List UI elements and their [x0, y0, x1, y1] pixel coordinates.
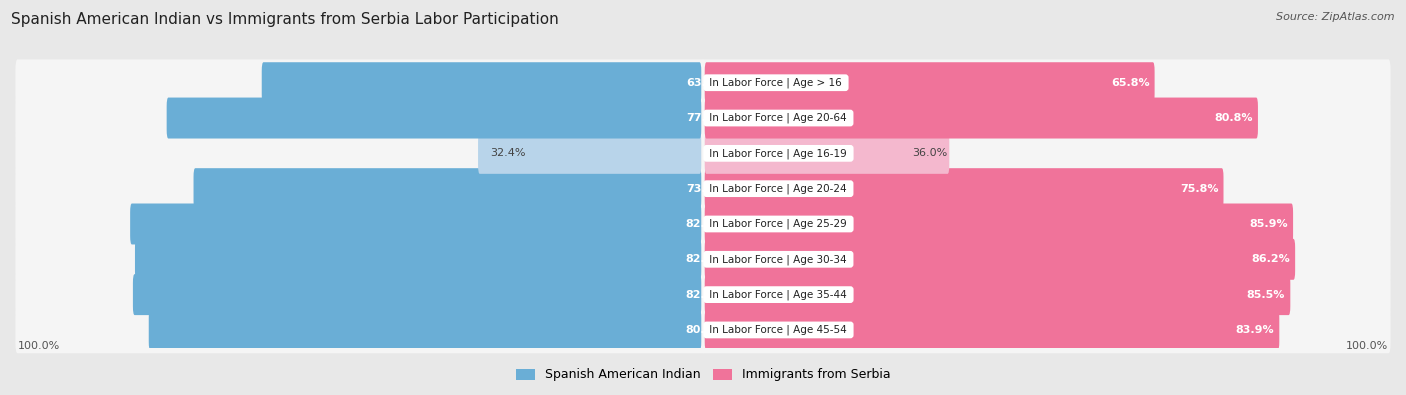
- Text: 85.5%: 85.5%: [1247, 290, 1285, 300]
- FancyBboxPatch shape: [704, 133, 949, 174]
- Text: 100.0%: 100.0%: [1347, 341, 1389, 351]
- Text: In Labor Force | Age 30-34: In Labor Force | Age 30-34: [706, 254, 851, 265]
- Text: In Labor Force | Age 25-29: In Labor Force | Age 25-29: [706, 219, 851, 229]
- FancyBboxPatch shape: [704, 239, 1295, 280]
- Text: 82.5%: 82.5%: [686, 290, 724, 300]
- FancyBboxPatch shape: [15, 130, 704, 177]
- FancyBboxPatch shape: [702, 166, 1391, 212]
- FancyBboxPatch shape: [702, 95, 1391, 141]
- Text: In Labor Force | Age 20-24: In Labor Force | Age 20-24: [706, 183, 851, 194]
- Text: 86.2%: 86.2%: [1251, 254, 1289, 264]
- Text: Source: ZipAtlas.com: Source: ZipAtlas.com: [1277, 12, 1395, 22]
- FancyBboxPatch shape: [15, 201, 704, 247]
- FancyBboxPatch shape: [704, 98, 1258, 139]
- Text: 36.0%: 36.0%: [912, 149, 948, 158]
- FancyBboxPatch shape: [702, 236, 1391, 282]
- Text: 82.2%: 82.2%: [686, 254, 724, 264]
- Text: 85.9%: 85.9%: [1250, 219, 1288, 229]
- Text: In Labor Force | Age > 16: In Labor Force | Age > 16: [706, 77, 845, 88]
- FancyBboxPatch shape: [704, 309, 1279, 350]
- FancyBboxPatch shape: [149, 309, 702, 350]
- FancyBboxPatch shape: [131, 203, 702, 245]
- FancyBboxPatch shape: [194, 168, 702, 209]
- Text: In Labor Force | Age 35-44: In Labor Force | Age 35-44: [706, 290, 851, 300]
- Text: Spanish American Indian vs Immigrants from Serbia Labor Participation: Spanish American Indian vs Immigrants fr…: [11, 12, 560, 27]
- Text: 80.2%: 80.2%: [686, 325, 724, 335]
- FancyBboxPatch shape: [262, 62, 702, 103]
- FancyBboxPatch shape: [704, 203, 1294, 245]
- Text: In Labor Force | Age 16-19: In Labor Force | Age 16-19: [706, 148, 851, 159]
- FancyBboxPatch shape: [15, 95, 704, 141]
- FancyBboxPatch shape: [702, 59, 1391, 106]
- FancyBboxPatch shape: [15, 307, 704, 353]
- Text: 32.4%: 32.4%: [491, 149, 526, 158]
- FancyBboxPatch shape: [134, 274, 702, 315]
- Text: 100.0%: 100.0%: [17, 341, 59, 351]
- FancyBboxPatch shape: [167, 98, 702, 139]
- Text: 82.9%: 82.9%: [686, 219, 724, 229]
- FancyBboxPatch shape: [135, 239, 702, 280]
- FancyBboxPatch shape: [15, 166, 704, 212]
- Text: 77.6%: 77.6%: [686, 113, 724, 123]
- FancyBboxPatch shape: [702, 307, 1391, 353]
- FancyBboxPatch shape: [704, 168, 1223, 209]
- FancyBboxPatch shape: [702, 271, 1391, 318]
- Text: 83.9%: 83.9%: [1236, 325, 1274, 335]
- FancyBboxPatch shape: [478, 133, 702, 174]
- Text: In Labor Force | Age 45-54: In Labor Force | Age 45-54: [706, 325, 851, 335]
- Legend: Spanish American Indian, Immigrants from Serbia: Spanish American Indian, Immigrants from…: [510, 363, 896, 386]
- FancyBboxPatch shape: [15, 271, 704, 318]
- Text: In Labor Force | Age 20-64: In Labor Force | Age 20-64: [706, 113, 851, 123]
- FancyBboxPatch shape: [15, 59, 704, 106]
- FancyBboxPatch shape: [704, 62, 1154, 103]
- Text: 63.8%: 63.8%: [686, 78, 724, 88]
- FancyBboxPatch shape: [15, 236, 704, 282]
- Text: 73.7%: 73.7%: [686, 184, 724, 194]
- Text: 80.8%: 80.8%: [1215, 113, 1253, 123]
- FancyBboxPatch shape: [702, 201, 1391, 247]
- Text: 75.8%: 75.8%: [1180, 184, 1219, 194]
- FancyBboxPatch shape: [702, 130, 1391, 177]
- Text: 65.8%: 65.8%: [1111, 78, 1150, 88]
- FancyBboxPatch shape: [704, 274, 1291, 315]
